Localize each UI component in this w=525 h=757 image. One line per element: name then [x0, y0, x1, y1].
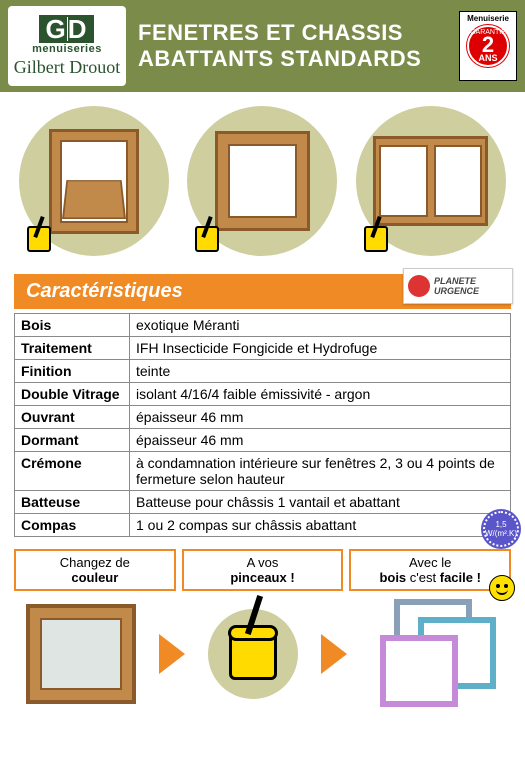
callout-text: c'est [406, 570, 440, 585]
callout-bold: facile ! [440, 570, 481, 585]
table-row: Boisexotique Méranti [15, 314, 511, 337]
logo-letters: GD [39, 15, 94, 43]
table-row: Dormantépaisseur 46 mm [15, 429, 511, 452]
callout-text: A vos [247, 555, 279, 570]
page-header: GD menuiseries Gilbert Drouot FENETRES E… [0, 0, 525, 92]
window-icon [373, 136, 488, 226]
spec-value: Batteuse pour châssis 1 vantail et abatt… [130, 491, 511, 514]
product-row [0, 92, 525, 270]
page-title-line1: FENETRES ET CHASSIS [138, 20, 459, 46]
spec-value: épaisseur 46 mm [130, 406, 511, 429]
spec-key: Compas [15, 514, 130, 537]
product-single-window [187, 106, 337, 256]
callout-color: Changez de couleur [14, 549, 176, 591]
wood-window-illustration [26, 604, 136, 704]
warranty-badge: Menuiserie GARANTIE 2 ANS [459, 11, 517, 81]
frame-icon [380, 635, 458, 707]
planete-icon [408, 275, 430, 297]
colored-frames-illustration [370, 599, 500, 709]
arrow-icon [159, 634, 185, 674]
logo-name: Gilbert Drouot [14, 57, 120, 78]
badge-circle: GARANTIE 2 ANS [467, 25, 509, 67]
product-tilt-window [19, 106, 169, 256]
badge-unit: ANS [478, 54, 497, 63]
badge-years: 2 [482, 36, 494, 54]
spec-value: IFH Insecticide Fongicide et Hydrofuge [130, 337, 511, 360]
spec-key: Finition [15, 360, 130, 383]
uw-rating-badge: 1,5 W/(m².K) [483, 511, 519, 547]
table-row: Double Vitrageisolant 4/16/4 faible émis… [15, 383, 511, 406]
table-row: TraitementIFH Insecticide Fongicide et H… [15, 337, 511, 360]
window-icon [49, 129, 139, 234]
callout-text: Changez de [60, 555, 130, 570]
table-row: Ouvrantépaisseur 46 mm [15, 406, 511, 429]
spec-key: Batteuse [15, 491, 130, 514]
title-block: FENETRES ET CHASSIS ABATTANTS STANDARDS [138, 20, 459, 73]
spec-key: Traitement [15, 337, 130, 360]
callout-paint: A vos pinceaux ! [182, 549, 344, 591]
spec-key: Double Vitrage [15, 383, 130, 406]
table-row: Compas1 ou 2 compas sur châssis abattant [15, 514, 511, 537]
section-title: Caractéristiques [26, 280, 183, 302]
paint-illustration [208, 609, 298, 699]
spec-value: 1 ou 2 compas sur châssis abattant [130, 514, 511, 537]
paint-pot-icon [229, 628, 277, 680]
brand-logo: GD menuiseries Gilbert Drouot [8, 6, 126, 86]
table-row: Crémoneà condamnation intérieure sur fen… [15, 452, 511, 491]
planete-label: PLANETE URGENCE [434, 276, 508, 296]
smiley-icon [489, 575, 515, 601]
spec-key: Bois [15, 314, 130, 337]
callout-bold: bois [379, 570, 406, 585]
callout-bold: pinceaux ! [230, 570, 294, 585]
bottom-illustration [14, 599, 511, 709]
window-icon [215, 131, 310, 231]
spec-value: exotique Méranti [130, 314, 511, 337]
callout-text: Avec le [409, 555, 451, 570]
bottom-callouts: Changez de couleur A vos pinceaux ! Avec… [14, 549, 511, 591]
badge-top: Menuiserie [467, 14, 509, 23]
section-heading: Caractéristiques PLANETE URGENCE [14, 274, 511, 309]
spec-value: à condamnation intérieure sur fenêtres 2… [130, 452, 511, 491]
spec-value: isolant 4/16/4 faible émissivité - argon [130, 383, 511, 406]
spec-key: Crémone [15, 452, 130, 491]
logo-subtext: menuiseries [32, 43, 102, 55]
callout-bold: couleur [71, 570, 118, 585]
table-row: BatteuseBatteuse pour châssis 1 vantail … [15, 491, 511, 514]
table-row: Finitionteinte [15, 360, 511, 383]
spec-value: épaisseur 46 mm [130, 429, 511, 452]
product-double-window [356, 106, 506, 256]
planete-urgence-badge: PLANETE URGENCE [403, 268, 513, 304]
arrow-icon [321, 634, 347, 674]
page-title-line2: ABATTANTS STANDARDS [138, 46, 459, 72]
specs-table: Boisexotique MérantiTraitementIFH Insect… [14, 313, 511, 537]
spec-key: Dormant [15, 429, 130, 452]
callout-wood: Avec le bois c'est facile ! [349, 549, 511, 591]
spec-value: teinte [130, 360, 511, 383]
spec-key: Ouvrant [15, 406, 130, 429]
